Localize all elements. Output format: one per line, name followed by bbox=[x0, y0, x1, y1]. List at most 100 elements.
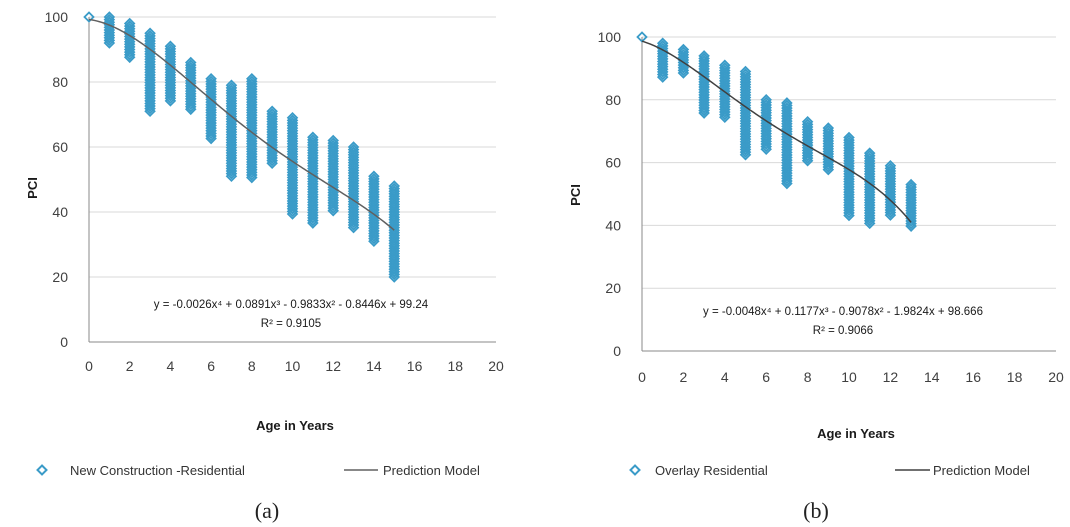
scatter-point bbox=[83, 11, 95, 23]
chart-b-scatter-series bbox=[636, 31, 917, 232]
scatter-point bbox=[698, 104, 710, 117]
scatter-point bbox=[286, 205, 299, 218]
y-tick-label: 100 bbox=[45, 9, 69, 25]
x-tick-label: 2 bbox=[680, 369, 688, 385]
x-tick-label: 18 bbox=[448, 358, 464, 374]
x-tick-label: 2 bbox=[126, 358, 134, 374]
scatter-point bbox=[347, 219, 360, 231]
scatter-point bbox=[144, 100, 156, 112]
scatter-point bbox=[719, 106, 731, 118]
scatter-point bbox=[307, 212, 319, 224]
chart-a-x-tick-labels: 0 2 4 6 8 10 12 14 16 18 20 bbox=[85, 358, 504, 374]
scatter-point bbox=[760, 143, 772, 155]
scatter-point bbox=[719, 111, 731, 124]
scatter-point bbox=[205, 130, 217, 142]
chart-b-y-axis-label: PCI bbox=[568, 184, 583, 206]
chart-a-panel-label: (a) bbox=[255, 498, 279, 523]
scatter-point bbox=[388, 268, 401, 281]
scatter-point bbox=[368, 230, 380, 242]
scatter-point bbox=[246, 166, 258, 179]
scatter-point bbox=[822, 158, 835, 171]
chart-a-equation: y = -0.0026x⁴ + 0.0891x³ - 0.9833x² - 0.… bbox=[154, 299, 429, 311]
x-tick-label: 20 bbox=[488, 358, 504, 374]
scatter-point bbox=[184, 100, 197, 113]
scatter-point bbox=[184, 98, 197, 110]
scatter-point bbox=[286, 208, 299, 220]
scatter-point bbox=[327, 204, 339, 217]
scatter-point bbox=[164, 89, 177, 102]
scatter-point bbox=[884, 204, 897, 216]
chart-b-axes bbox=[641, 37, 1056, 352]
scatter-point bbox=[246, 169, 258, 181]
y-tick-label: 60 bbox=[52, 139, 68, 155]
x-tick-label: 16 bbox=[965, 369, 981, 385]
scatter-point bbox=[719, 108, 731, 121]
scatter-point bbox=[368, 235, 380, 248]
x-tick-label: 12 bbox=[883, 369, 899, 385]
y-tick-label: 100 bbox=[598, 29, 622, 45]
y-tick-label: 40 bbox=[52, 204, 68, 220]
x-tick-label: 12 bbox=[325, 358, 341, 374]
x-tick-label: 10 bbox=[285, 358, 301, 374]
chart-b-x-tick-labels: 0 2 4 6 8 10 12 14 16 18 20 bbox=[638, 369, 1064, 385]
scatter-point bbox=[739, 143, 752, 156]
chart-b-y-tick-labels: 0 20 40 60 80 100 bbox=[598, 29, 622, 359]
scatter-point bbox=[656, 68, 669, 81]
scatter-point bbox=[739, 146, 752, 158]
scatter-point bbox=[307, 214, 319, 227]
scatter-point bbox=[698, 107, 710, 119]
chart-a-legend-label-model: Prediction Model bbox=[383, 463, 480, 478]
scatter-point bbox=[843, 209, 855, 222]
chart-b-svg: 0 20 40 60 80 100 0 2 4 6 8 10 12 14 16 18 20 PCI Age i… bbox=[568, 29, 1064, 523]
chart-a-scatter-series bbox=[83, 11, 401, 283]
chart-a-r-squared: R² = 0.9105 bbox=[261, 318, 321, 330]
scatter-point bbox=[266, 152, 278, 164]
scatter-point bbox=[781, 177, 793, 190]
chart-b-x-axis-label: Age in Years bbox=[817, 426, 895, 441]
scatter-point bbox=[103, 37, 116, 49]
scatter-point bbox=[656, 71, 669, 83]
y-tick-label: 20 bbox=[605, 280, 621, 296]
scatter-point bbox=[164, 95, 177, 107]
scatter-point bbox=[123, 46, 136, 58]
y-tick-label: 20 bbox=[52, 269, 68, 285]
scatter-point bbox=[863, 212, 876, 224]
y-tick-label: 0 bbox=[613, 343, 621, 359]
x-tick-label: 0 bbox=[638, 369, 646, 385]
scatter-point bbox=[123, 48, 136, 61]
chart-b-r-squared: R² = 0.9066 bbox=[813, 325, 873, 337]
scatter-point bbox=[347, 216, 360, 229]
scatter-point bbox=[388, 271, 401, 283]
x-tick-label: 4 bbox=[721, 369, 729, 385]
chart-b-panel-label: (b) bbox=[803, 498, 829, 523]
scatter-point bbox=[822, 163, 835, 176]
scatter-point bbox=[184, 103, 197, 116]
x-tick-label: 8 bbox=[804, 369, 812, 385]
chart-a-axes bbox=[88, 17, 496, 343]
x-tick-label: 8 bbox=[248, 358, 256, 374]
scatter-point bbox=[843, 204, 855, 217]
chart-a-svg: 0 20 40 60 80 100 0 2 4 6 8 10 12 14 16 18 20 PCI Age i… bbox=[25, 9, 504, 523]
scatter-point bbox=[905, 217, 917, 230]
chart-a-legend-marker bbox=[36, 464, 48, 476]
scatter-point bbox=[677, 67, 690, 79]
scatter-point bbox=[905, 220, 917, 232]
x-tick-label: 6 bbox=[207, 358, 215, 374]
chart-a-x-axis-label: Age in Years bbox=[256, 418, 334, 433]
scatter-point bbox=[307, 217, 319, 229]
scatter-point bbox=[801, 155, 814, 167]
scatter-point bbox=[760, 140, 772, 153]
scatter-point bbox=[347, 221, 360, 234]
scatter-point bbox=[781, 172, 793, 185]
scatter-point bbox=[843, 207, 855, 219]
chart-b-legend-label-model: Prediction Model bbox=[933, 463, 1030, 478]
scatter-point bbox=[739, 148, 752, 161]
chart-a-y-axis-label: PCI bbox=[25, 177, 40, 199]
chart-a-legend-label-series: New Construction -Residential bbox=[70, 463, 245, 478]
chart-panel-a: 0 20 40 60 80 100 0 2 4 6 8 10 12 14 16 18 20 PCI Age i… bbox=[25, 9, 504, 523]
x-tick-label: 18 bbox=[1007, 369, 1023, 385]
x-tick-label: 20 bbox=[1048, 369, 1064, 385]
scatter-point bbox=[266, 157, 278, 170]
x-tick-label: 4 bbox=[167, 358, 175, 374]
y-tick-label: 0 bbox=[60, 334, 68, 350]
